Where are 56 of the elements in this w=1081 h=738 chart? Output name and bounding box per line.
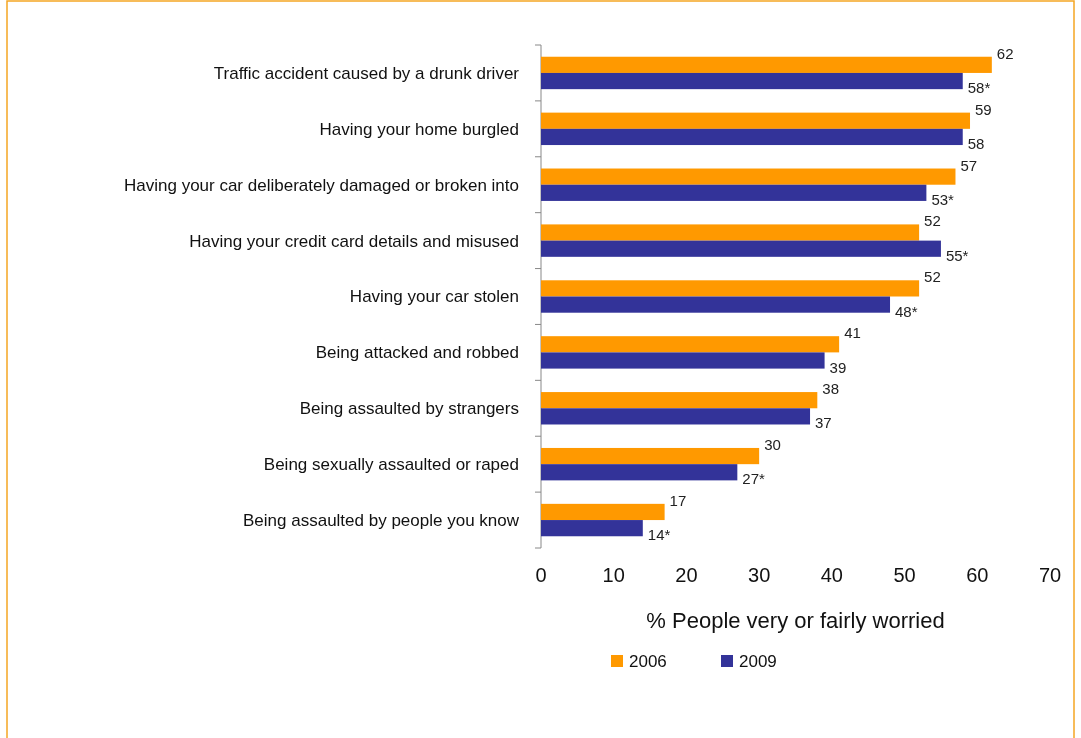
y-tick-label: Being assaulted by people you know <box>243 511 520 531</box>
bar <box>541 224 920 241</box>
legend-label: 2009 <box>739 652 777 671</box>
y-tick-label: Traffic accident caused by a drunk driver <box>213 63 520 83</box>
data-label: 62 <box>996 44 1014 62</box>
data-label: 39 <box>829 358 847 376</box>
data-label: 52 <box>924 212 941 230</box>
x-tick-label: 50 <box>893 564 916 586</box>
bar <box>541 72 963 90</box>
data-label: 55* <box>945 246 969 264</box>
x-tick-label: 60 <box>966 564 989 586</box>
x-axis-title: % People very or fairly worried <box>646 608 945 633</box>
data-label: 53* <box>931 190 955 208</box>
y-tick-label: Having your car deliberately damaged or broken into <box>123 175 519 195</box>
x-tick-label: 40 <box>820 564 843 586</box>
y-tick-label: Having your credit card details and misused <box>189 231 519 251</box>
bar <box>541 352 825 369</box>
data-label: 48* <box>895 302 918 320</box>
y-tick-label: Having your car stolen <box>349 287 519 307</box>
y-tick-label: Being assaulted by strangers <box>299 399 519 419</box>
x-tick-label: 0 <box>535 564 547 586</box>
bar <box>541 128 963 146</box>
data-label: 59 <box>975 100 992 118</box>
bar <box>541 112 971 129</box>
data-label: 58* <box>967 79 991 97</box>
data-label: 57 <box>960 156 978 174</box>
data-label: 41 <box>844 324 861 342</box>
bar <box>541 520 643 537</box>
x-tick-label: 20 <box>675 564 698 586</box>
x-tick-label: 30 <box>748 564 771 586</box>
data-label: 14* <box>647 526 671 544</box>
data-label: 37 <box>815 414 832 432</box>
data-label: 17 <box>669 491 687 509</box>
bar <box>541 392 818 409</box>
x-tick-label: 10 <box>602 564 625 586</box>
data-label: 30 <box>764 435 781 453</box>
bar <box>541 56 992 73</box>
bar <box>541 240 941 257</box>
y-tick-label: Having your home burgled <box>319 119 519 139</box>
data-label: 52 <box>924 268 941 286</box>
bar <box>541 464 738 481</box>
x-tick-label: 70 <box>1038 564 1062 586</box>
data-label: 38 <box>822 380 839 398</box>
legend-label: 2006 <box>629 652 667 671</box>
y-tick-label: Being sexually assaulted or raped <box>263 455 519 475</box>
bar <box>541 447 760 465</box>
data-label: 27* <box>742 470 766 488</box>
bar <box>541 184 927 201</box>
data-label: 58 <box>967 135 985 153</box>
bar <box>541 408 811 425</box>
y-tick-label: Being attacked and robbed <box>315 343 519 363</box>
bar <box>541 280 920 297</box>
bar <box>541 503 665 521</box>
bar <box>541 336 840 353</box>
bar <box>541 168 956 185</box>
bar <box>541 296 891 313</box>
